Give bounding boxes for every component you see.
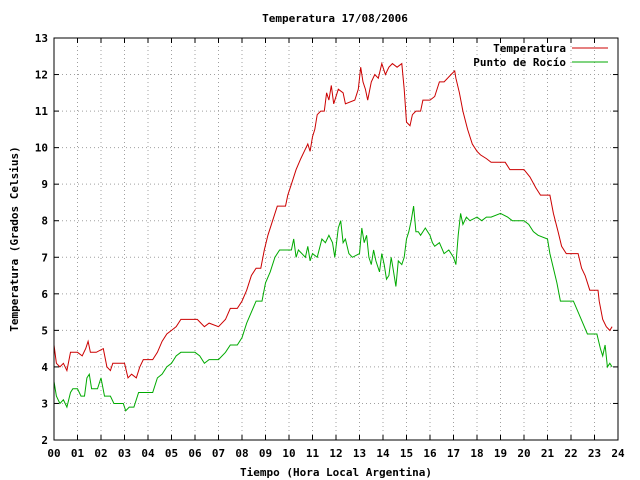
x-tick-label: 00 [47, 447, 60, 460]
y-tick-label: 5 [41, 324, 48, 337]
x-tick-label: 24 [611, 447, 625, 460]
x-tick-label: 11 [306, 447, 320, 460]
y-tick-label: 4 [41, 361, 48, 374]
series-line-1 [53, 206, 613, 412]
y-tick-label: 3 [41, 397, 48, 410]
y-tick-label: 10 [35, 142, 48, 155]
y-tick-labels: 2 3 4 5 6 7 8 9 10 11 12 13 [35, 32, 49, 447]
x-tick-label: 03 [118, 447, 131, 460]
x-tick-label: 18 [470, 447, 483, 460]
series-group [53, 61, 613, 412]
y-tick-label: 13 [35, 32, 48, 45]
x-tick-label: 23 [588, 447, 601, 460]
x-tick-label: 05 [165, 447, 178, 460]
x-tick-label: 08 [235, 447, 248, 460]
x-tick-label: 17 [447, 447, 460, 460]
axis-ticks [53, 37, 619, 441]
x-tick-label: 16 [423, 447, 437, 460]
x-tick-label: 14 [376, 447, 390, 460]
x-tick-label: 01 [71, 447, 85, 460]
x-tick-labels: 00 01 02 03 04 05 06 07 08 09 10 11 12 13 14 15 16 17 18 19… [47, 447, 625, 460]
x-tick-label: 22 [564, 447, 577, 460]
chart-title: Temperatura 17/08/2006 [262, 12, 408, 25]
x-tick-label: 09 [259, 447, 272, 460]
x-axis-label: Tiempo (Hora Local Argentina) [240, 466, 432, 479]
grid [54, 38, 618, 440]
y-tick-label: 9 [41, 178, 48, 191]
legend-label-1: Punto de Rocío [473, 56, 566, 69]
x-tick-label: 19 [494, 447, 507, 460]
y-tick-label: 11 [35, 105, 49, 118]
x-tick-label: 20 [517, 447, 530, 460]
x-tick-label: 13 [353, 447, 366, 460]
x-tick-label: 07 [212, 447, 225, 460]
y-tick-label: 6 [41, 288, 48, 301]
x-tick-label: 10 [282, 447, 295, 460]
y-tick-label: 12 [35, 69, 48, 82]
x-tick-label: 02 [94, 447, 107, 460]
x-tick-label: 12 [329, 447, 342, 460]
series-line-0 [53, 61, 613, 379]
legend-label-0: Temperatura [493, 42, 566, 55]
y-tick-label: 2 [41, 434, 48, 447]
x-tick-label: 21 [541, 447, 555, 460]
y-tick-label: 7 [41, 251, 48, 264]
x-tick-label: 04 [141, 447, 155, 460]
x-tick-label: 06 [188, 447, 202, 460]
y-tick-label: 8 [41, 215, 48, 228]
x-tick-label: 15 [400, 447, 413, 460]
y-axis-label: Temperatura (Grados Celsius) [8, 146, 21, 331]
